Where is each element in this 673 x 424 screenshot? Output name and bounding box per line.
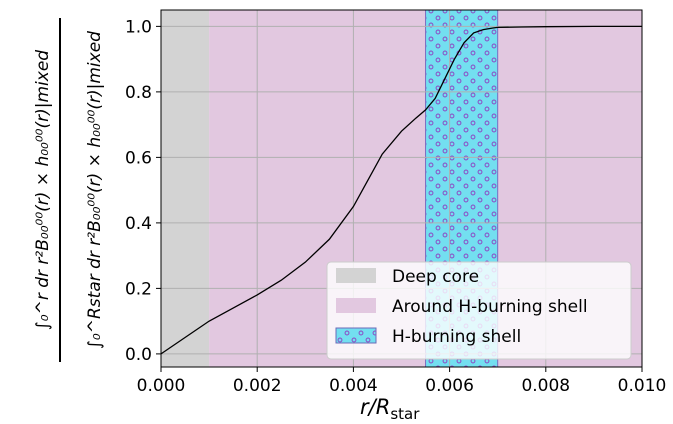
y-axis-label-denominator: ∫₀^Rstar dr r²B₀₀⁰⁰(r) × h₀₀⁰⁰(r)|mixed bbox=[85, 31, 105, 349]
x-tick-label: 0.008 bbox=[521, 376, 570, 396]
legend-frame bbox=[326, 261, 632, 360]
plot-frame bbox=[160, 9, 643, 368]
legend-label-deep-core: Deep core bbox=[392, 267, 479, 287]
legend-label-h-burning-shell: H-burning shell bbox=[392, 327, 521, 347]
legend-swatch-around-shell bbox=[336, 298, 376, 313]
y-axis-ticks: 0.0 0.2 0.4 0.6 0.8 1.0 bbox=[125, 17, 161, 365]
y-tick-label: 1.0 bbox=[125, 17, 152, 37]
legend: Deep core Around H-burning shell H-burni… bbox=[326, 261, 632, 360]
legend-label-around-shell: Around H-burning shell bbox=[392, 297, 588, 317]
series-line bbox=[161, 25, 642, 355]
x-tick-label: 0.006 bbox=[425, 376, 474, 396]
y-tick-label: 0.0 bbox=[125, 345, 152, 365]
region-spans bbox=[161, 10, 642, 367]
legend-swatch-deep-core bbox=[336, 268, 376, 283]
y-tick-label: 0.4 bbox=[125, 214, 152, 234]
x-axis-ticks: 0.000 0.002 0.004 0.006 0.008 0.010 bbox=[137, 367, 667, 396]
region-deep-core bbox=[161, 10, 210, 367]
x-tick-label: 0.002 bbox=[233, 376, 282, 396]
x-axis-label: r/Rstar bbox=[360, 395, 420, 423]
y-tick-label: 0.8 bbox=[125, 83, 152, 103]
x-tick-label: 0.010 bbox=[618, 376, 667, 396]
y-axis-label: ∫₀^r dr r²B₀₀⁰⁰(r) × h₀₀⁰⁰(r)|mixed ∫₀^R… bbox=[33, 18, 105, 362]
x-tick-label: 0.000 bbox=[137, 376, 186, 396]
legend-swatch-h-burning-shell-hatch bbox=[336, 328, 376, 343]
y-tick-label: 0.2 bbox=[125, 279, 152, 299]
x-tick-label: 0.004 bbox=[329, 376, 378, 396]
y-axis-label-numerator: ∫₀^r dr r²B₀₀⁰⁰(r) × h₀₀⁰⁰(r)|mixed bbox=[33, 50, 53, 330]
y-tick-label: 0.6 bbox=[125, 148, 152, 168]
grid bbox=[161, 10, 642, 367]
